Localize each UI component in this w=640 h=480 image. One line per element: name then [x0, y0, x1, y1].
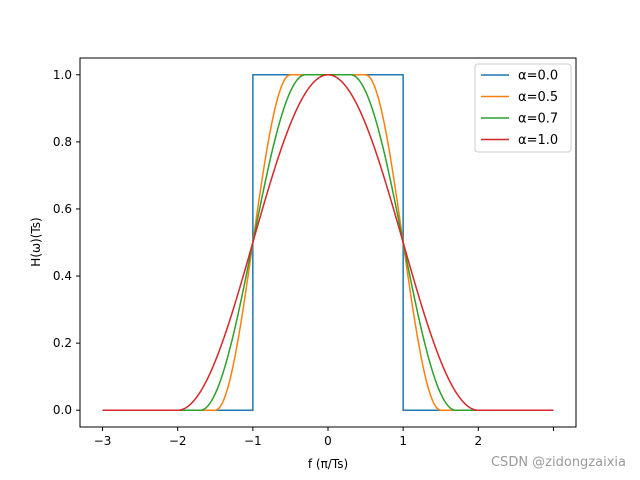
y-axis-label: H(ω)(Ts) — [29, 217, 43, 266]
legend-label-1: α=0.5 — [518, 90, 558, 105]
x-tick-label-1: −2 — [169, 434, 187, 448]
watermark-text: CSDN @zidongzaixia — [490, 455, 626, 470]
y-tick-label-5: 1.0 — [53, 68, 72, 82]
y-tick-label-2: 0.4 — [53, 269, 72, 283]
series-line-3 — [102, 74, 554, 411]
y-tick-label-4: 0.8 — [53, 135, 72, 149]
x-tick-label-2: −1 — [244, 434, 262, 448]
x-tick-label-0: −3 — [94, 434, 112, 448]
y-tick-label-3: 0.6 — [53, 202, 72, 216]
tick-layer: −3 −2 −1 0 1 2 0.0 0.2 0.4 0.6 0.8 1.0 — [53, 68, 554, 448]
x-axis-label: f (π/Ts) — [308, 457, 348, 471]
x-tick-label-3: 0 — [324, 434, 332, 448]
legend-label-3: α=1.0 — [518, 133, 558, 148]
legend-label-0: α=0.0 — [518, 69, 558, 84]
legend-box — [474, 63, 572, 153]
x-tick-label-5: 2 — [474, 434, 482, 448]
legend: α=0.0 α=0.5 α=0.7 α=1.0 — [474, 63, 572, 153]
x-tick-label-4: 1 — [399, 434, 407, 448]
legend-label-2: α=0.7 — [518, 112, 558, 127]
y-tick-label-0: 0.0 — [53, 403, 72, 417]
series-layer — [102, 74, 554, 411]
y-tick-label-1: 0.2 — [53, 336, 72, 350]
